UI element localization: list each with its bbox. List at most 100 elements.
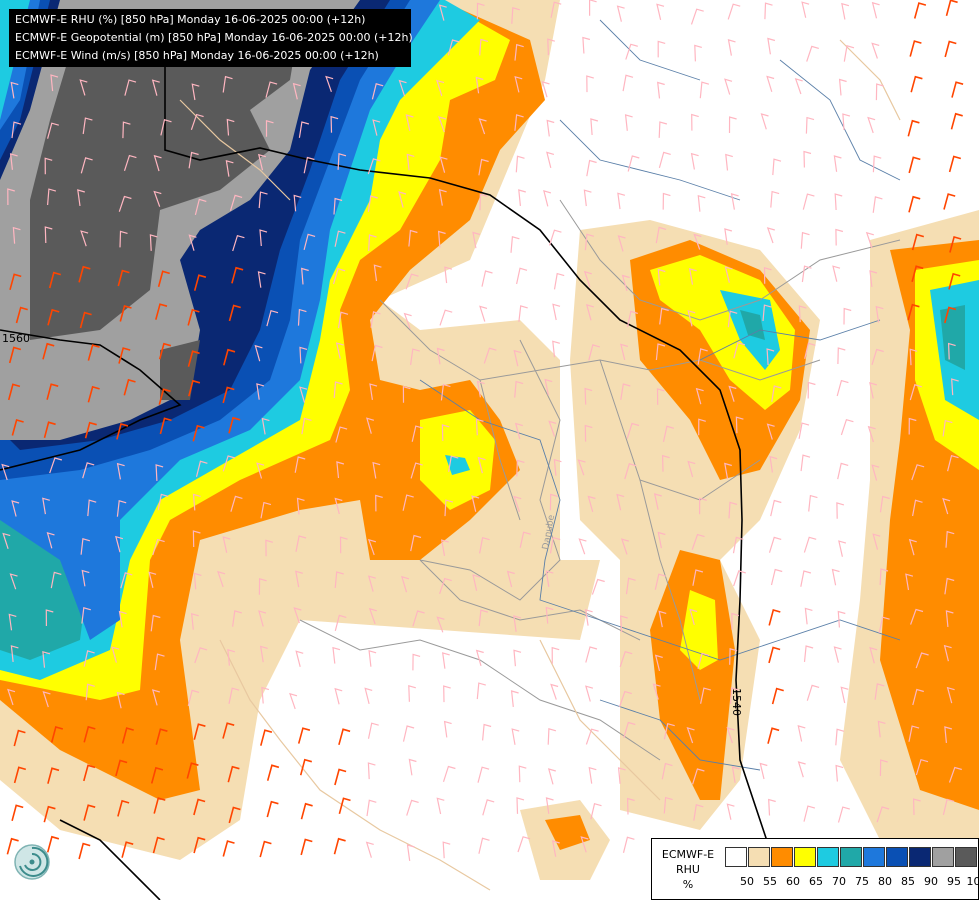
wind-barb xyxy=(515,155,525,173)
wind-barb xyxy=(87,385,100,403)
wind-barb xyxy=(803,805,816,822)
wind-barb xyxy=(368,607,377,625)
wind-barb xyxy=(258,578,267,595)
wind-barb xyxy=(82,462,95,479)
wind-barb xyxy=(408,758,417,776)
wind-barb xyxy=(475,649,484,667)
wind-barb xyxy=(690,152,699,170)
wind-barb xyxy=(698,418,706,436)
wind-barb xyxy=(909,40,922,57)
wind-barb xyxy=(663,796,673,814)
wind-barb xyxy=(436,79,445,97)
wind-barb xyxy=(118,195,132,212)
wind-barb xyxy=(330,115,339,133)
wind-barb xyxy=(869,270,878,287)
wind-barb xyxy=(232,610,242,627)
wind-barb xyxy=(478,158,489,176)
wind-barb xyxy=(111,646,120,663)
wind-barb xyxy=(797,761,806,778)
wind-barb xyxy=(9,573,18,590)
wind-barb xyxy=(620,343,629,361)
wind-barb xyxy=(942,798,955,816)
wind-barb xyxy=(909,384,922,401)
wind-barb xyxy=(872,196,883,213)
wind-barb xyxy=(694,44,702,62)
wind-barb xyxy=(408,229,418,247)
wind-barb xyxy=(657,268,666,286)
wind-barb xyxy=(768,798,776,816)
wind-barb xyxy=(544,378,553,396)
wind-barb xyxy=(479,305,488,322)
legend-tick-label: 85 xyxy=(901,875,915,888)
wind-barb xyxy=(908,195,921,213)
wind-barb xyxy=(367,195,378,212)
wind-barb xyxy=(479,536,490,554)
wind-barb xyxy=(583,189,592,207)
wind-barb xyxy=(834,193,843,211)
wind-barb xyxy=(616,493,625,511)
wind-barb xyxy=(122,121,131,139)
wind-barb xyxy=(338,797,351,815)
wind-barb xyxy=(260,501,272,519)
wind-barb xyxy=(231,266,244,284)
wind-barb xyxy=(767,37,776,55)
wind-barb xyxy=(83,804,96,821)
wind-barb xyxy=(408,684,416,702)
wind-barb xyxy=(436,797,445,815)
wind-barb xyxy=(837,347,846,365)
wind-barb xyxy=(804,607,813,625)
wind-barb xyxy=(798,305,807,323)
wind-barb xyxy=(838,540,847,557)
wind-barb xyxy=(549,493,558,511)
wind-barb xyxy=(951,378,959,396)
wind-barb xyxy=(193,836,206,854)
wind-barb xyxy=(911,233,925,251)
wind-barb xyxy=(118,347,131,364)
title-line-wind: ECMWF-E Wind (m/s) [850 hPa] Monday 16-0… xyxy=(15,49,379,62)
wind-barb xyxy=(265,120,274,137)
wind-barb xyxy=(406,844,415,861)
wind-barb xyxy=(9,153,18,170)
wind-barb xyxy=(9,273,22,291)
wind-barb xyxy=(334,230,346,247)
wind-barb xyxy=(658,610,667,628)
wind-barb xyxy=(762,304,772,322)
legend-swatch xyxy=(725,847,747,867)
wind-barb xyxy=(688,267,697,285)
wind-barb xyxy=(550,683,559,700)
wind-barb xyxy=(550,1,562,18)
wind-barb xyxy=(477,456,486,474)
wind-barb xyxy=(803,150,812,168)
wind-barb xyxy=(907,119,920,137)
rivers xyxy=(419,19,901,771)
wind-barb xyxy=(663,722,675,740)
legend-swatch xyxy=(863,847,885,867)
wind-barb xyxy=(372,461,381,479)
wind-barb xyxy=(654,573,666,590)
wind-barb xyxy=(46,383,59,400)
wind-barb xyxy=(806,684,820,701)
wind-barb xyxy=(589,0,597,16)
wind-barb xyxy=(296,497,305,515)
wind-barb xyxy=(686,727,695,744)
wind-barb xyxy=(617,235,626,252)
wind-barb xyxy=(440,383,451,401)
legend-title-model: ECMWF-E xyxy=(661,848,715,861)
wind-barb xyxy=(299,386,308,403)
wind-barb xyxy=(256,383,265,400)
wind-barb xyxy=(266,764,280,781)
wind-barb xyxy=(48,271,62,289)
wind-barb xyxy=(412,653,421,671)
wind-barb xyxy=(222,536,231,553)
wind-barb xyxy=(121,841,134,858)
wind-barb xyxy=(42,497,50,515)
wind-barb xyxy=(591,578,605,595)
wind-barb xyxy=(724,228,733,245)
wind-barb xyxy=(543,190,552,207)
wind-barb xyxy=(259,840,272,858)
wind-barb xyxy=(800,454,811,472)
legend-swatch xyxy=(909,847,931,867)
wind-barb xyxy=(369,383,378,400)
wind-barb xyxy=(867,425,876,443)
wind-barb xyxy=(655,226,667,244)
